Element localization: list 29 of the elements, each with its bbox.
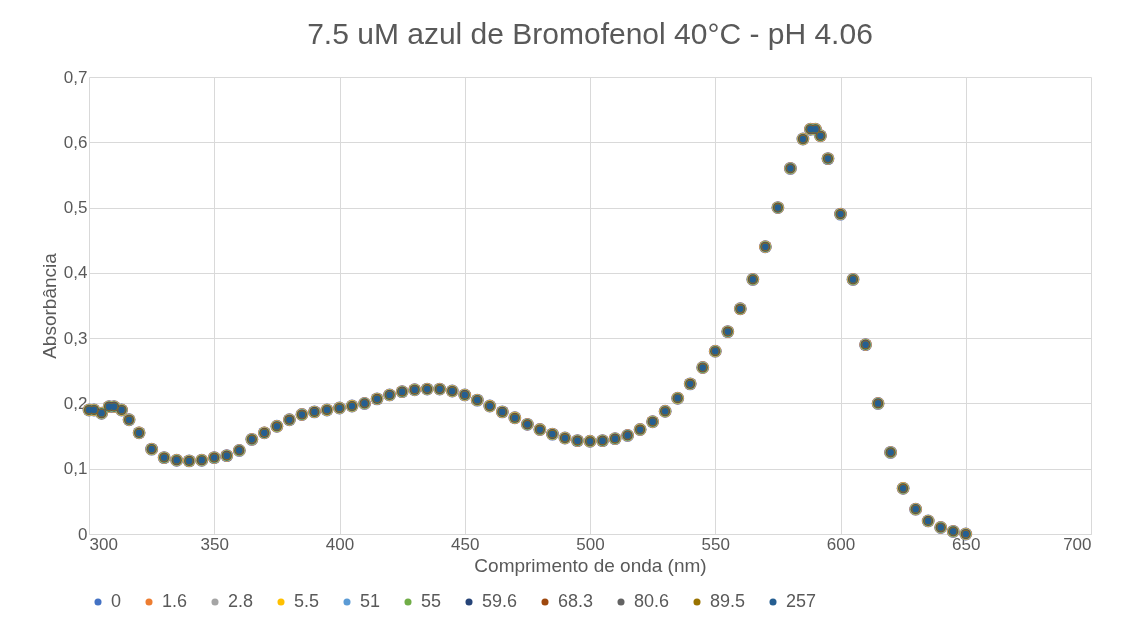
legend-label: 257 (786, 591, 817, 611)
y-tick-label: 0,6 (63, 132, 88, 152)
x-tick-label: 500 (576, 534, 605, 554)
x-tick-label: 350 (200, 534, 229, 554)
legend-label: 55 (421, 591, 442, 611)
y-axis-title: Absorbância (38, 252, 60, 359)
x-tick-label: 450 (451, 534, 480, 554)
chart-title: 7.5 uM azul de Bromofenol 40°C - pH 4.06 (307, 17, 873, 50)
y-tick-label: 0 (78, 524, 88, 544)
x-tick-label: 400 (325, 534, 355, 554)
x-tick-label: 300 (89, 534, 118, 554)
legend-label: 59.6 (482, 591, 518, 611)
legend-label: 0 (111, 591, 122, 611)
y-tick-label: 0,4 (63, 263, 88, 283)
legend-label: 68.3 (558, 591, 594, 611)
y-tick-label: 0,5 (63, 198, 88, 218)
legend-label: 5.5 (294, 591, 320, 611)
legend-label: 1.6 (162, 591, 188, 611)
y-tick-label: 0,7 (63, 67, 88, 87)
x-tick-label: 600 (826, 534, 856, 554)
legend-label: 2.8 (228, 591, 254, 611)
x-tick-label: 700 (1063, 534, 1092, 554)
x-tick-label: 550 (701, 534, 730, 554)
legend-label: 80.6 (634, 591, 670, 611)
y-tick-label: 0,1 (63, 459, 88, 479)
legend-label: 89.5 (710, 591, 746, 611)
y-tick-label: 0,3 (63, 328, 88, 348)
x-axis-title: Comprimento de onda (nm) (474, 554, 707, 576)
legend-label: 51 (360, 591, 381, 611)
